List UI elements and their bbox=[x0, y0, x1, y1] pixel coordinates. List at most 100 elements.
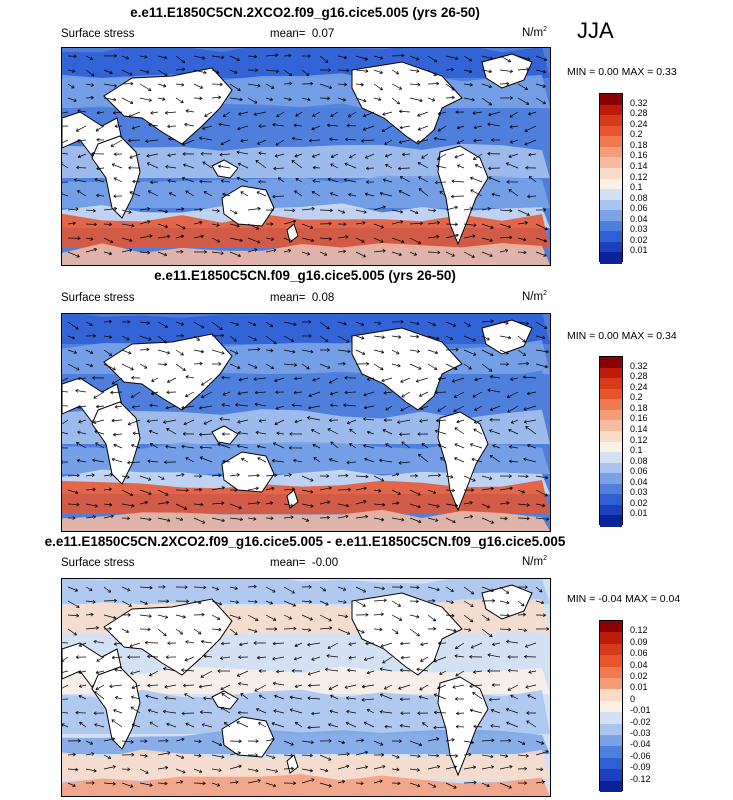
wind-vector bbox=[301, 349, 314, 354]
wind-vector bbox=[145, 694, 159, 700]
wind-vector bbox=[121, 586, 131, 592]
colorbar-swatch bbox=[600, 769, 622, 782]
wind-vector bbox=[181, 176, 195, 183]
wind-vector bbox=[427, 782, 437, 788]
wind-vector bbox=[103, 237, 114, 244]
wind-vector bbox=[211, 362, 222, 366]
wind-vector bbox=[481, 207, 491, 211]
wind-vector bbox=[229, 473, 240, 477]
wind-vector bbox=[247, 363, 258, 369]
wind-vector bbox=[114, 404, 123, 409]
wind-vector bbox=[328, 418, 339, 423]
wind-vector bbox=[182, 152, 195, 156]
wind-vector bbox=[311, 656, 321, 661]
wind-vector bbox=[535, 750, 549, 756]
wind-vector bbox=[247, 584, 257, 589]
wind-vector bbox=[469, 443, 483, 449]
wind-vector bbox=[445, 251, 455, 257]
wind-vector bbox=[337, 82, 347, 87]
wind-vector bbox=[265, 348, 274, 353]
colorbar-tick-label: 0.09 bbox=[630, 636, 648, 647]
stress-band bbox=[62, 774, 550, 796]
wind-vector bbox=[67, 586, 78, 592]
wind-vector bbox=[427, 81, 440, 86]
wind-vector bbox=[229, 223, 240, 228]
wind-vector bbox=[499, 586, 510, 594]
wind-vector bbox=[391, 53, 405, 58]
wind-vector bbox=[109, 684, 123, 689]
wind-vector bbox=[517, 628, 528, 633]
wind-vector bbox=[481, 614, 490, 621]
stress-band bbox=[62, 48, 550, 78]
wind-vector bbox=[247, 768, 259, 773]
wind-vector bbox=[62, 152, 69, 155]
wind-vector bbox=[337, 740, 345, 745]
wind-vector bbox=[535, 83, 546, 88]
wind-vector bbox=[229, 517, 244, 522]
wind-vector bbox=[481, 55, 493, 60]
wind-vector bbox=[67, 69, 76, 73]
wind-vector bbox=[103, 737, 115, 742]
wind-vector bbox=[272, 641, 285, 646]
colorbar-swatch bbox=[600, 94, 622, 106]
wind-vector bbox=[382, 111, 393, 116]
wind-vector bbox=[193, 250, 207, 254]
wind-vector bbox=[275, 390, 285, 395]
wind-vector bbox=[164, 460, 177, 465]
wind-vector bbox=[293, 390, 303, 395]
colorbar-tick-label: -0.03 bbox=[630, 728, 651, 738]
colorbar-tick-label: 0 bbox=[630, 693, 636, 704]
wind-vector bbox=[509, 139, 519, 144]
wind-vector bbox=[526, 711, 537, 715]
wind-vector bbox=[329, 391, 339, 396]
wind-vector bbox=[193, 321, 205, 329]
wind-vector bbox=[427, 614, 436, 622]
wind-vector bbox=[139, 489, 152, 495]
wind-vector bbox=[272, 656, 285, 661]
wind-vector bbox=[67, 502, 80, 507]
wind-vector bbox=[525, 684, 537, 689]
wind-vector bbox=[85, 503, 98, 508]
wind-vector bbox=[319, 348, 330, 352]
wind-vector bbox=[78, 670, 87, 675]
wind-vector bbox=[427, 753, 440, 758]
wind-vector bbox=[200, 151, 213, 156]
wind-vector bbox=[355, 765, 369, 770]
wind-vector bbox=[255, 430, 267, 435]
wind-vector bbox=[319, 754, 332, 761]
colorbar-tick-label: 0.14 bbox=[630, 160, 648, 171]
wind-vector bbox=[146, 419, 159, 423]
wind-vector bbox=[257, 139, 267, 145]
wind-vector bbox=[121, 335, 130, 341]
wind-vector bbox=[319, 738, 332, 743]
wind-vector bbox=[481, 486, 494, 491]
wind-vector bbox=[535, 475, 549, 480]
wind-vector bbox=[344, 162, 357, 169]
wind-vector bbox=[427, 335, 440, 341]
wind-vector bbox=[113, 709, 123, 714]
wind-vector bbox=[96, 404, 105, 409]
wind-vector bbox=[523, 457, 537, 463]
wind-vector bbox=[114, 696, 123, 700]
wind-vector bbox=[185, 109, 195, 113]
wind-vector bbox=[175, 614, 186, 619]
wind-vector bbox=[62, 111, 69, 114]
wind-vector bbox=[373, 97, 382, 102]
wind-vector bbox=[85, 768, 97, 773]
wind-vector bbox=[445, 600, 454, 604]
colorbar-tick-label: -0.02 bbox=[630, 716, 651, 727]
wind-vector bbox=[373, 779, 383, 784]
wind-vector bbox=[381, 377, 393, 383]
wind-vector bbox=[491, 138, 501, 142]
wind-vector bbox=[517, 503, 530, 507]
wind-vector bbox=[301, 81, 314, 86]
wind-vector bbox=[272, 194, 285, 199]
wind-vector bbox=[363, 417, 375, 421]
wind-vector bbox=[211, 321, 223, 331]
panel-3-title: e.e11.E1850C5CN.2XCO2.f09_g16.cice5.005 … bbox=[44, 534, 566, 549]
wind-vector bbox=[474, 164, 483, 169]
colorbar-swatch bbox=[600, 252, 622, 264]
wind-vector bbox=[510, 419, 519, 424]
wind-vector bbox=[103, 626, 112, 631]
wind-vector bbox=[345, 721, 357, 728]
